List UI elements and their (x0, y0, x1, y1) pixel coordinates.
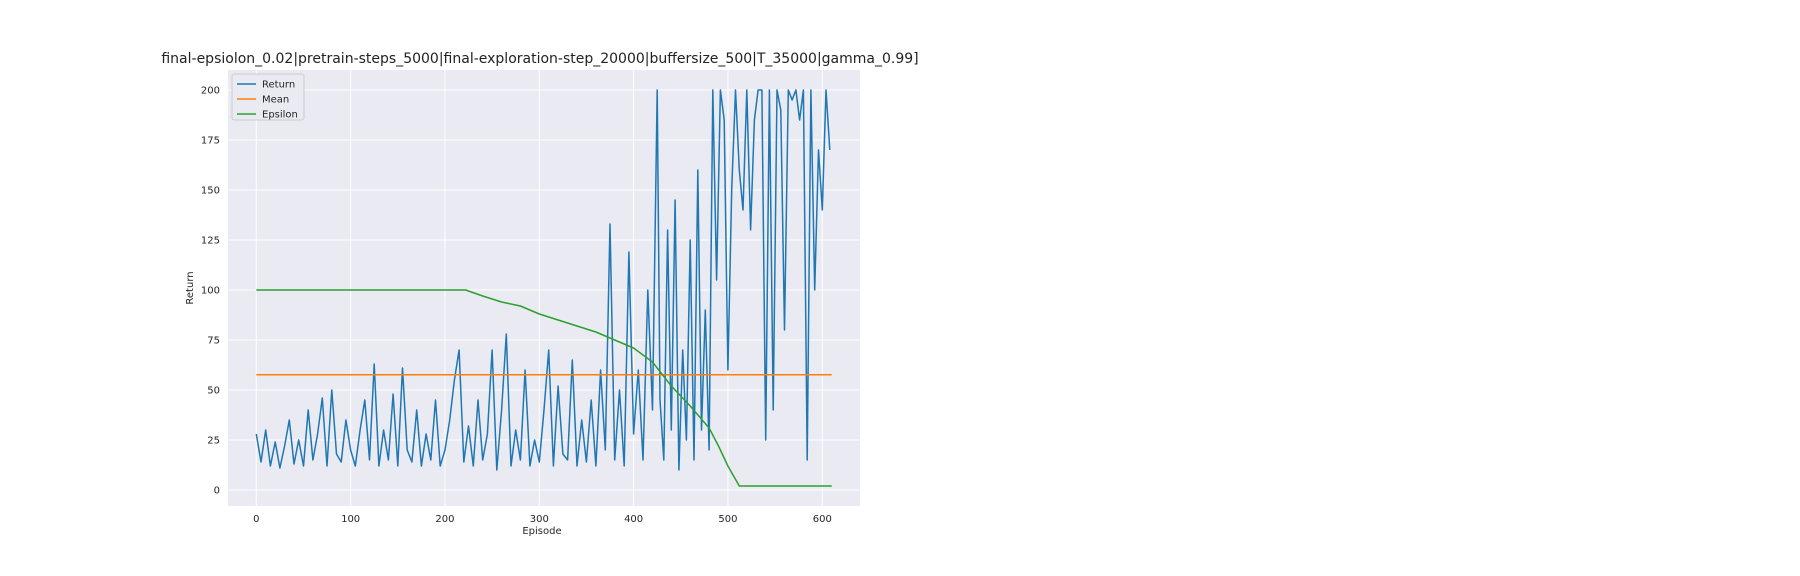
y-axis-ticks: 0 25 50 75 100 125 150 175 200 (201, 86, 220, 497)
x-tick-label: 300 (530, 514, 549, 525)
legend-label: Epsilon (262, 110, 298, 121)
y-tick-label: 200 (201, 86, 220, 97)
plot-background (228, 70, 860, 506)
x-tick-label: 600 (813, 514, 832, 525)
chart-title: final-epsiolon_0.02|pretrain-steps_5000|… (161, 51, 918, 67)
legend: Return Mean Epsilon (231, 73, 305, 121)
series-line-return (255, 89, 831, 471)
y-tick-label: 75 (207, 336, 220, 347)
y-tick-label: 175 (201, 136, 220, 147)
y-axis-label: Return (185, 271, 196, 304)
series-layer (255, 89, 832, 487)
y-tick-label: 100 (201, 286, 220, 297)
y-tick-label: 25 (207, 436, 220, 447)
y-tick-label: 125 (201, 236, 220, 247)
x-tick-label: 0 (253, 514, 259, 525)
x-axis-label: Episode (522, 526, 561, 537)
x-tick-label: 400 (624, 514, 643, 525)
legend-label: Mean (262, 95, 289, 106)
y-tick-label: 150 (201, 186, 220, 197)
series-line-epsilon (256, 289, 832, 487)
y-tick-label: 50 (207, 386, 220, 397)
legend-label: Return (262, 80, 295, 91)
plot-area (228, 70, 860, 506)
x-tick-label: 100 (341, 514, 360, 525)
x-axis-ticks: 0 100 200 300 400 500 600 (253, 514, 832, 525)
y-tick-label: 0 (214, 486, 220, 497)
legend-box (231, 73, 305, 121)
x-tick-label: 200 (435, 514, 454, 525)
x-tick-label: 500 (718, 514, 737, 525)
